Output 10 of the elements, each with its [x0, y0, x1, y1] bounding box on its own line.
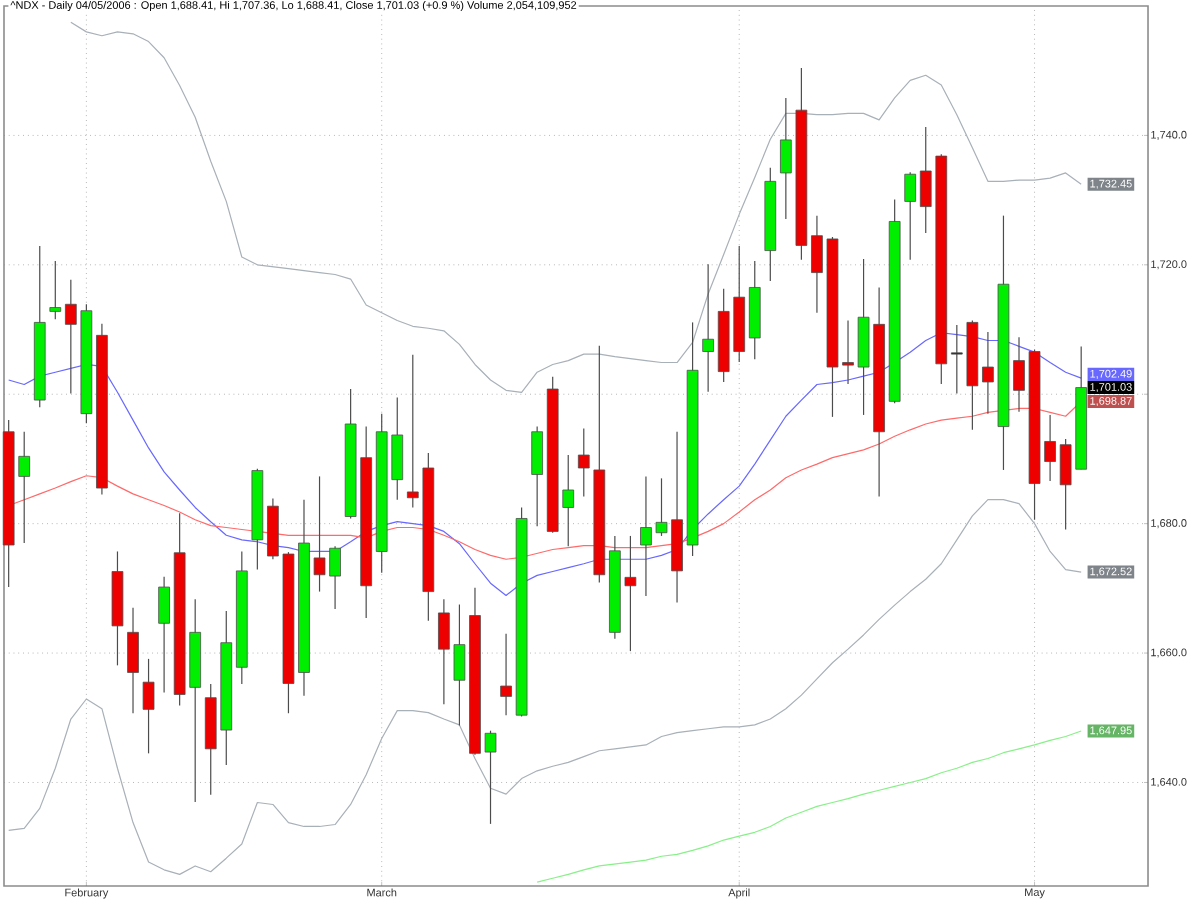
candlestick [904, 171, 917, 261]
candlestick [142, 658, 155, 754]
candlestick [577, 427, 590, 498]
candlestick [531, 425, 543, 527]
candlestick [158, 576, 170, 694]
candlestick [49, 260, 62, 320]
line-series [8, 499, 1082, 875]
candlestick [127, 607, 139, 714]
candlestick [500, 633, 512, 716]
candlestick [702, 263, 714, 393]
